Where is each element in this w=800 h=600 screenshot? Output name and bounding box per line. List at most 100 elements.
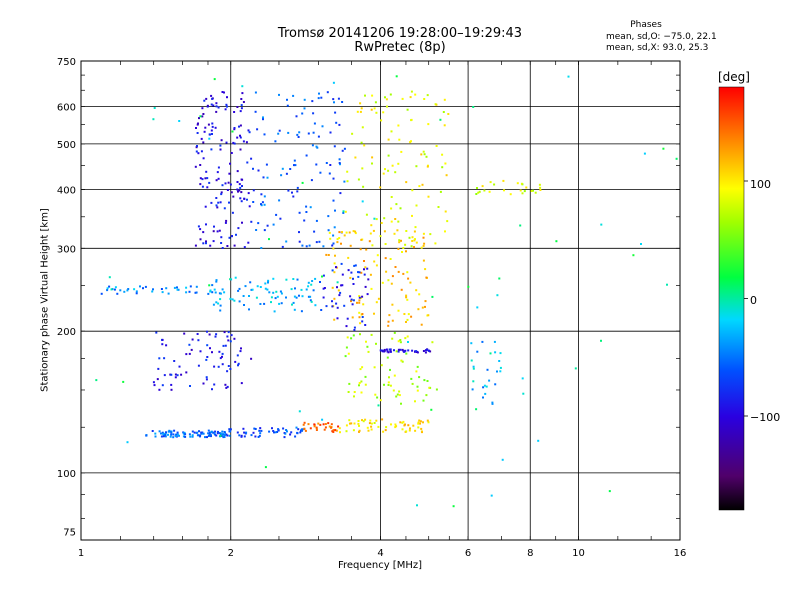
data-point [225, 103, 228, 106]
data-point [264, 282, 267, 285]
data-point [185, 291, 188, 294]
data-point [268, 238, 270, 241]
data-point [347, 256, 350, 259]
data-point [215, 102, 218, 105]
data-point [353, 395, 355, 398]
data-point [409, 427, 411, 430]
data-point [233, 244, 236, 247]
data-point [240, 98, 243, 100]
data-point [326, 91, 329, 94]
data-point [277, 428, 280, 431]
data-point [416, 351, 419, 354]
data-point [303, 428, 306, 431]
data-point [271, 427, 273, 430]
data-point [254, 428, 257, 430]
data-point [213, 78, 216, 81]
data-point [331, 305, 334, 308]
data-point [358, 271, 361, 274]
data-point [207, 123, 210, 126]
data-point [291, 191, 293, 194]
data-point [233, 111, 236, 113]
data-point [310, 300, 313, 303]
data-point [416, 385, 419, 388]
data-point [360, 271, 363, 274]
data-point [364, 383, 367, 386]
data-point [176, 433, 179, 436]
data-point [195, 146, 198, 149]
data-point [446, 220, 449, 223]
data-point [341, 149, 344, 152]
data-point [489, 352, 492, 355]
data-point [350, 422, 353, 425]
data-point [324, 423, 327, 425]
data-point [322, 296, 325, 299]
data-point [472, 367, 475, 370]
data-point [224, 344, 227, 347]
data-point [328, 172, 331, 175]
data-point [405, 294, 408, 297]
data-point [119, 289, 122, 292]
data-point [212, 104, 215, 107]
data-point [494, 383, 497, 386]
data-point [210, 201, 213, 204]
data-point [248, 131, 251, 134]
data-point [223, 91, 225, 94]
data-point [424, 300, 427, 303]
data-point [414, 400, 416, 403]
data-point [298, 231, 300, 234]
data-point [255, 229, 258, 231]
data-point [252, 167, 254, 170]
grid-lines [81, 61, 680, 540]
data-point [208, 181, 211, 184]
data-point [196, 145, 198, 147]
data-point [226, 105, 228, 108]
data-point [312, 131, 315, 134]
data-point [152, 118, 155, 121]
data-point [397, 309, 400, 312]
data-point [317, 422, 320, 425]
data-point [227, 331, 230, 334]
data-point [123, 290, 126, 293]
data-point [341, 231, 343, 234]
data-point [397, 220, 400, 223]
data-point [296, 278, 299, 281]
data-point [434, 242, 437, 245]
data-point [303, 107, 306, 110]
data-point [475, 193, 478, 195]
data-point [165, 287, 168, 290]
data-point [296, 431, 299, 434]
data-point [342, 211, 345, 214]
data-point [403, 313, 406, 315]
data-point [200, 431, 203, 434]
data-point [278, 199, 281, 202]
data-point [247, 241, 250, 244]
data-point [210, 103, 213, 106]
data-point [202, 231, 205, 234]
data-point [127, 288, 130, 290]
data-point [223, 431, 226, 433]
data-point [389, 368, 391, 371]
data-point [338, 162, 341, 164]
data-point [170, 433, 173, 436]
data-point [406, 318, 409, 321]
data-point [407, 424, 410, 427]
data-point [319, 171, 322, 174]
data-point [260, 247, 263, 249]
data-point [242, 140, 245, 143]
data-point [416, 365, 419, 368]
data-point [329, 131, 332, 134]
data-point [401, 348, 404, 351]
data-point [377, 404, 380, 407]
data-point [257, 436, 260, 438]
data-point [296, 190, 299, 193]
data-point [420, 323, 423, 326]
x-tick-label: 4 [377, 548, 383, 559]
data-point [245, 431, 248, 434]
data-point [386, 356, 389, 359]
data-point [209, 244, 212, 247]
data-point [213, 225, 215, 228]
data-point [211, 284, 214, 287]
data-point [332, 242, 335, 245]
data-point [358, 382, 361, 384]
data-point [279, 217, 282, 220]
